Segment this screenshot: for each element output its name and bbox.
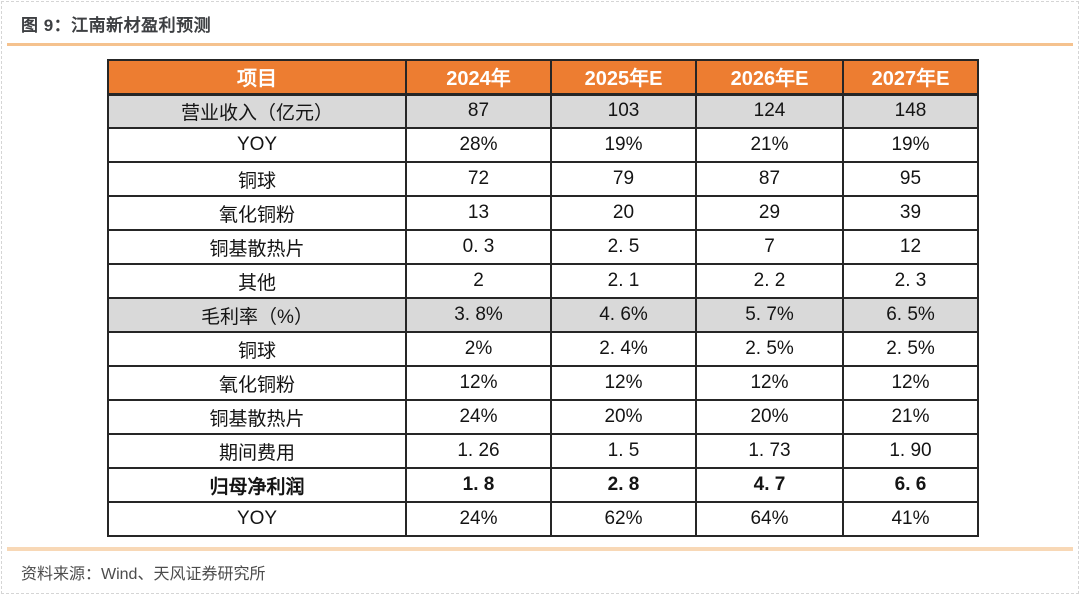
row-label: YOY [107,501,407,537]
value-cell: 24% [405,501,552,537]
value-cell: 79 [550,161,697,197]
value-cell: 1. 73 [695,433,844,469]
value-cell: 2 [405,263,552,299]
value-cell: 20 [550,195,697,231]
row-label: 铜基散热片 [107,229,407,265]
value-cell: 12% [550,365,697,401]
row-label: 毛利率（%） [107,297,407,333]
value-cell: 87 [405,93,552,129]
profit-forecast-table: 项目 2024年 2025年E 2026年E 2027年E 营业收入（亿元） 8… [107,59,979,537]
row-label: 氧化铜粉 [107,365,407,401]
column-header-2027e: 2027年E [842,59,979,96]
value-cell: 2. 5 [550,229,697,265]
value-cell: 2. 4% [550,331,697,367]
table-row: 氧化铜粉 13 20 29 39 [107,195,979,231]
value-cell: 24% [405,399,552,435]
value-cell: 28% [405,127,552,163]
value-cell: 1. 26 [405,433,552,469]
footer-divider [7,547,1073,551]
column-header-2025e: 2025年E [550,59,697,96]
value-cell: 87 [695,161,844,197]
value-cell: 21% [695,127,844,163]
row-label: 铜球 [107,161,407,197]
row-label: 铜基散热片 [107,399,407,435]
value-cell: 2. 5% [842,331,979,367]
value-cell: 29 [695,195,844,231]
value-cell: 20% [695,399,844,435]
value-cell: 148 [842,93,979,129]
value-cell: 2. 8 [550,467,697,503]
table-row: 毛利率（%） 3. 8% 4. 6% 5. 7% 6. 5% [107,297,979,333]
value-cell: 2. 3 [842,263,979,299]
table-row: 铜球 2% 2. 4% 2. 5% 2. 5% [107,331,979,367]
row-label: 氧化铜粉 [107,195,407,231]
value-cell: 1. 90 [842,433,979,469]
value-cell: 41% [842,501,979,537]
table-row: 铜基散热片 0. 3 2. 5 7 12 [107,229,979,265]
table-row: YOY 28% 19% 21% 19% [107,127,979,163]
value-cell: 6. 6 [842,467,979,503]
value-cell: 20% [550,399,697,435]
value-cell: 19% [550,127,697,163]
column-header-2026e: 2026年E [695,59,844,96]
value-cell: 95 [842,161,979,197]
value-cell: 13 [405,195,552,231]
value-cell: 4. 7 [695,467,844,503]
figure-title: 图 9：江南新材盈利预测 [21,16,212,35]
source-note: 资料来源：Wind、天风证券研究所 [21,566,266,583]
value-cell: 12% [842,365,979,401]
value-cell: 12% [405,365,552,401]
table-row: 铜基散热片 24% 20% 20% 21% [107,399,979,435]
row-label: 归母净利润 [107,467,407,503]
value-cell: 21% [842,399,979,435]
value-cell: 124 [695,93,844,129]
value-cell: 72 [405,161,552,197]
value-cell: 2. 1 [550,263,697,299]
value-cell: 64% [695,501,844,537]
value-cell: 1. 5 [550,433,697,469]
row-label: YOY [107,127,407,163]
value-cell: 0. 3 [405,229,552,265]
table-header-row: 项目 2024年 2025年E 2026年E 2027年E [107,59,979,96]
value-cell: 2. 2 [695,263,844,299]
value-cell: 5. 7% [695,297,844,333]
column-header-item: 项目 [107,59,407,96]
table-row: 期间费用 1. 26 1. 5 1. 73 1. 90 [107,433,979,469]
table-row: 其他 2 2. 1 2. 2 2. 3 [107,263,979,299]
row-label: 其他 [107,263,407,299]
value-cell: 7 [695,229,844,265]
value-cell: 39 [842,195,979,231]
value-cell: 103 [550,93,697,129]
row-label: 营业收入（亿元） [107,93,407,129]
table-row: 营业收入（亿元） 87 103 124 148 [107,93,979,129]
table-row: 铜球 72 79 87 95 [107,161,979,197]
table-row: YOY 24% 62% 64% 41% [107,501,979,537]
value-cell: 12% [695,365,844,401]
title-divider [7,43,1073,46]
row-label: 期间费用 [107,433,407,469]
column-header-2024: 2024年 [405,59,552,96]
value-cell: 2% [405,331,552,367]
table-row: 氧化铜粉 12% 12% 12% 12% [107,365,979,401]
value-cell: 12 [842,229,979,265]
row-label: 铜球 [107,331,407,367]
value-cell: 2. 5% [695,331,844,367]
value-cell: 1. 8 [405,467,552,503]
value-cell: 4. 6% [550,297,697,333]
value-cell: 19% [842,127,979,163]
value-cell: 3. 8% [405,297,552,333]
table-row: 归母净利润 1. 8 2. 8 4. 7 6. 6 [107,467,979,503]
value-cell: 6. 5% [842,297,979,333]
value-cell: 62% [550,501,697,537]
